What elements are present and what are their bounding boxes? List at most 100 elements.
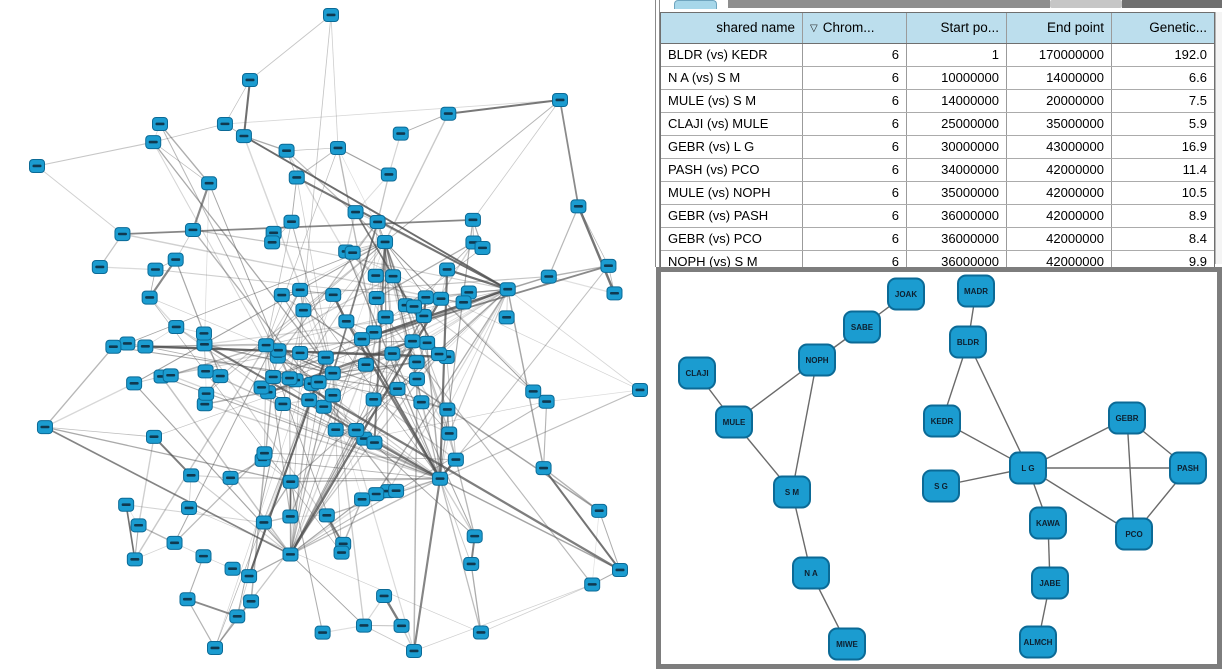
network-node[interactable] — [354, 492, 371, 507]
network-node[interactable] — [384, 346, 401, 361]
node-noph[interactable]: NOPH — [798, 343, 836, 377]
network-node[interactable] — [281, 371, 298, 386]
network-node[interactable] — [141, 290, 158, 305]
node-mule[interactable]: MULE — [715, 405, 753, 439]
main-network-panel[interactable] — [0, 0, 655, 669]
network-node[interactable] — [114, 227, 131, 242]
table-vertical-scrollbar[interactable] — [1215, 12, 1222, 264]
network-node[interactable] — [273, 288, 290, 303]
network-node[interactable] — [310, 375, 327, 390]
column-header-1[interactable]: ▽ Chrom... — [802, 13, 906, 43]
network-node[interactable] — [439, 402, 456, 417]
network-node[interactable] — [347, 205, 364, 220]
main-network-canvas[interactable] — [0, 0, 655, 669]
network-node[interactable] — [168, 320, 185, 335]
network-node[interactable] — [440, 106, 457, 121]
table-row[interactable]: N A (vs) S M 6 10000000 14000000 6.6 — [661, 66, 1214, 89]
network-node[interactable] — [166, 535, 183, 550]
node-n-a[interactable]: N A — [792, 556, 830, 590]
column-header-0[interactable]: shared name — [661, 13, 802, 43]
network-node[interactable] — [29, 159, 45, 173]
network-node[interactable] — [570, 199, 587, 214]
network-node[interactable] — [348, 423, 365, 438]
table-row[interactable]: PASH (vs) PCO 6 34000000 42000000 11.4 — [661, 158, 1214, 181]
network-node[interactable] — [318, 508, 335, 523]
network-node[interactable] — [197, 364, 214, 379]
network-node[interactable] — [447, 452, 464, 467]
network-node[interactable] — [201, 176, 218, 191]
subnetwork-canvas[interactable]: JOAK SABE NOPH CLAJI MULE S M N A MIWE MADR BLDR K… — [661, 272, 1217, 664]
network-node[interactable] — [584, 577, 601, 592]
network-node[interactable] — [258, 338, 275, 353]
node-pash[interactable]: PASH — [1169, 451, 1207, 485]
network-node[interactable] — [439, 262, 456, 277]
network-node[interactable] — [540, 269, 557, 284]
network-node[interactable] — [162, 368, 179, 383]
network-node[interactable] — [413, 395, 430, 410]
network-node[interactable] — [324, 388, 341, 403]
network-node[interactable] — [152, 117, 168, 131]
network-node[interactable] — [317, 350, 334, 365]
network-node[interactable] — [406, 299, 423, 314]
network-node[interactable] — [498, 310, 515, 325]
node-joak[interactable]: JOAK — [887, 277, 925, 311]
network-node[interactable] — [256, 446, 273, 461]
network-node[interactable] — [147, 262, 164, 277]
network-node[interactable] — [525, 384, 542, 399]
network-node[interactable] — [406, 644, 422, 658]
network-node[interactable] — [377, 234, 394, 249]
network-node[interactable] — [323, 8, 339, 22]
network-node[interactable] — [130, 518, 147, 533]
network-node[interactable] — [265, 369, 282, 384]
network-node[interactable] — [119, 336, 136, 351]
table-row[interactable]: MULE (vs) NOPH 6 35000000 42000000 10.5 — [661, 181, 1214, 204]
network-node[interactable] — [464, 212, 481, 227]
network-node[interactable] — [404, 334, 421, 349]
node-claji[interactable]: CLAJI — [678, 356, 716, 390]
node-jabe[interactable]: JABE — [1031, 566, 1069, 600]
network-node[interactable] — [118, 497, 135, 512]
network-node[interactable] — [538, 394, 555, 409]
network-node[interactable] — [181, 501, 198, 516]
network-node[interactable] — [408, 355, 425, 370]
network-node[interactable] — [535, 461, 552, 476]
network-node[interactable] — [184, 222, 201, 237]
network-node[interactable] — [466, 529, 483, 544]
network-node[interactable] — [91, 260, 108, 275]
network-node[interactable] — [327, 422, 344, 437]
network-node[interactable] — [274, 397, 291, 412]
network-node[interactable] — [283, 214, 300, 229]
table-row[interactable]: GEBR (vs) PCO 6 36000000 42000000 8.4 — [661, 227, 1214, 250]
table-horizontal-scrollbar[interactable] — [728, 0, 1050, 8]
node-almch[interactable]: ALMCH — [1019, 625, 1057, 659]
network-node[interactable] — [282, 509, 299, 524]
network-node[interactable] — [292, 282, 309, 297]
network-node[interactable] — [216, 116, 233, 131]
network-node[interactable] — [224, 561, 241, 576]
network-node[interactable] — [242, 73, 258, 87]
node-miwe[interactable]: MIWE — [828, 627, 866, 661]
network-node[interactable] — [314, 625, 331, 640]
network-node[interactable] — [195, 549, 212, 564]
node-s-m[interactable]: S M — [773, 475, 811, 509]
node-s-g[interactable]: S G — [922, 469, 960, 503]
network-node[interactable] — [295, 303, 312, 318]
network-node[interactable] — [292, 345, 309, 360]
network-node[interactable] — [393, 618, 410, 633]
network-node[interactable] — [368, 291, 385, 306]
network-node[interactable] — [385, 269, 402, 284]
network-node[interactable] — [333, 545, 350, 560]
network-node[interactable] — [198, 386, 215, 401]
network-node[interactable] — [369, 215, 386, 230]
network-node[interactable] — [606, 286, 623, 301]
network-node[interactable] — [255, 515, 272, 530]
network-node[interactable] — [315, 399, 332, 414]
network-node[interactable] — [324, 366, 341, 381]
network-node[interactable] — [366, 435, 383, 450]
network-node[interactable] — [288, 170, 305, 185]
network-node[interactable] — [417, 290, 434, 305]
node-sabe[interactable]: SABE — [843, 310, 881, 344]
node-kedr[interactable]: KEDR — [923, 404, 961, 438]
network-node[interactable] — [146, 429, 163, 444]
network-node[interactable] — [365, 325, 382, 340]
